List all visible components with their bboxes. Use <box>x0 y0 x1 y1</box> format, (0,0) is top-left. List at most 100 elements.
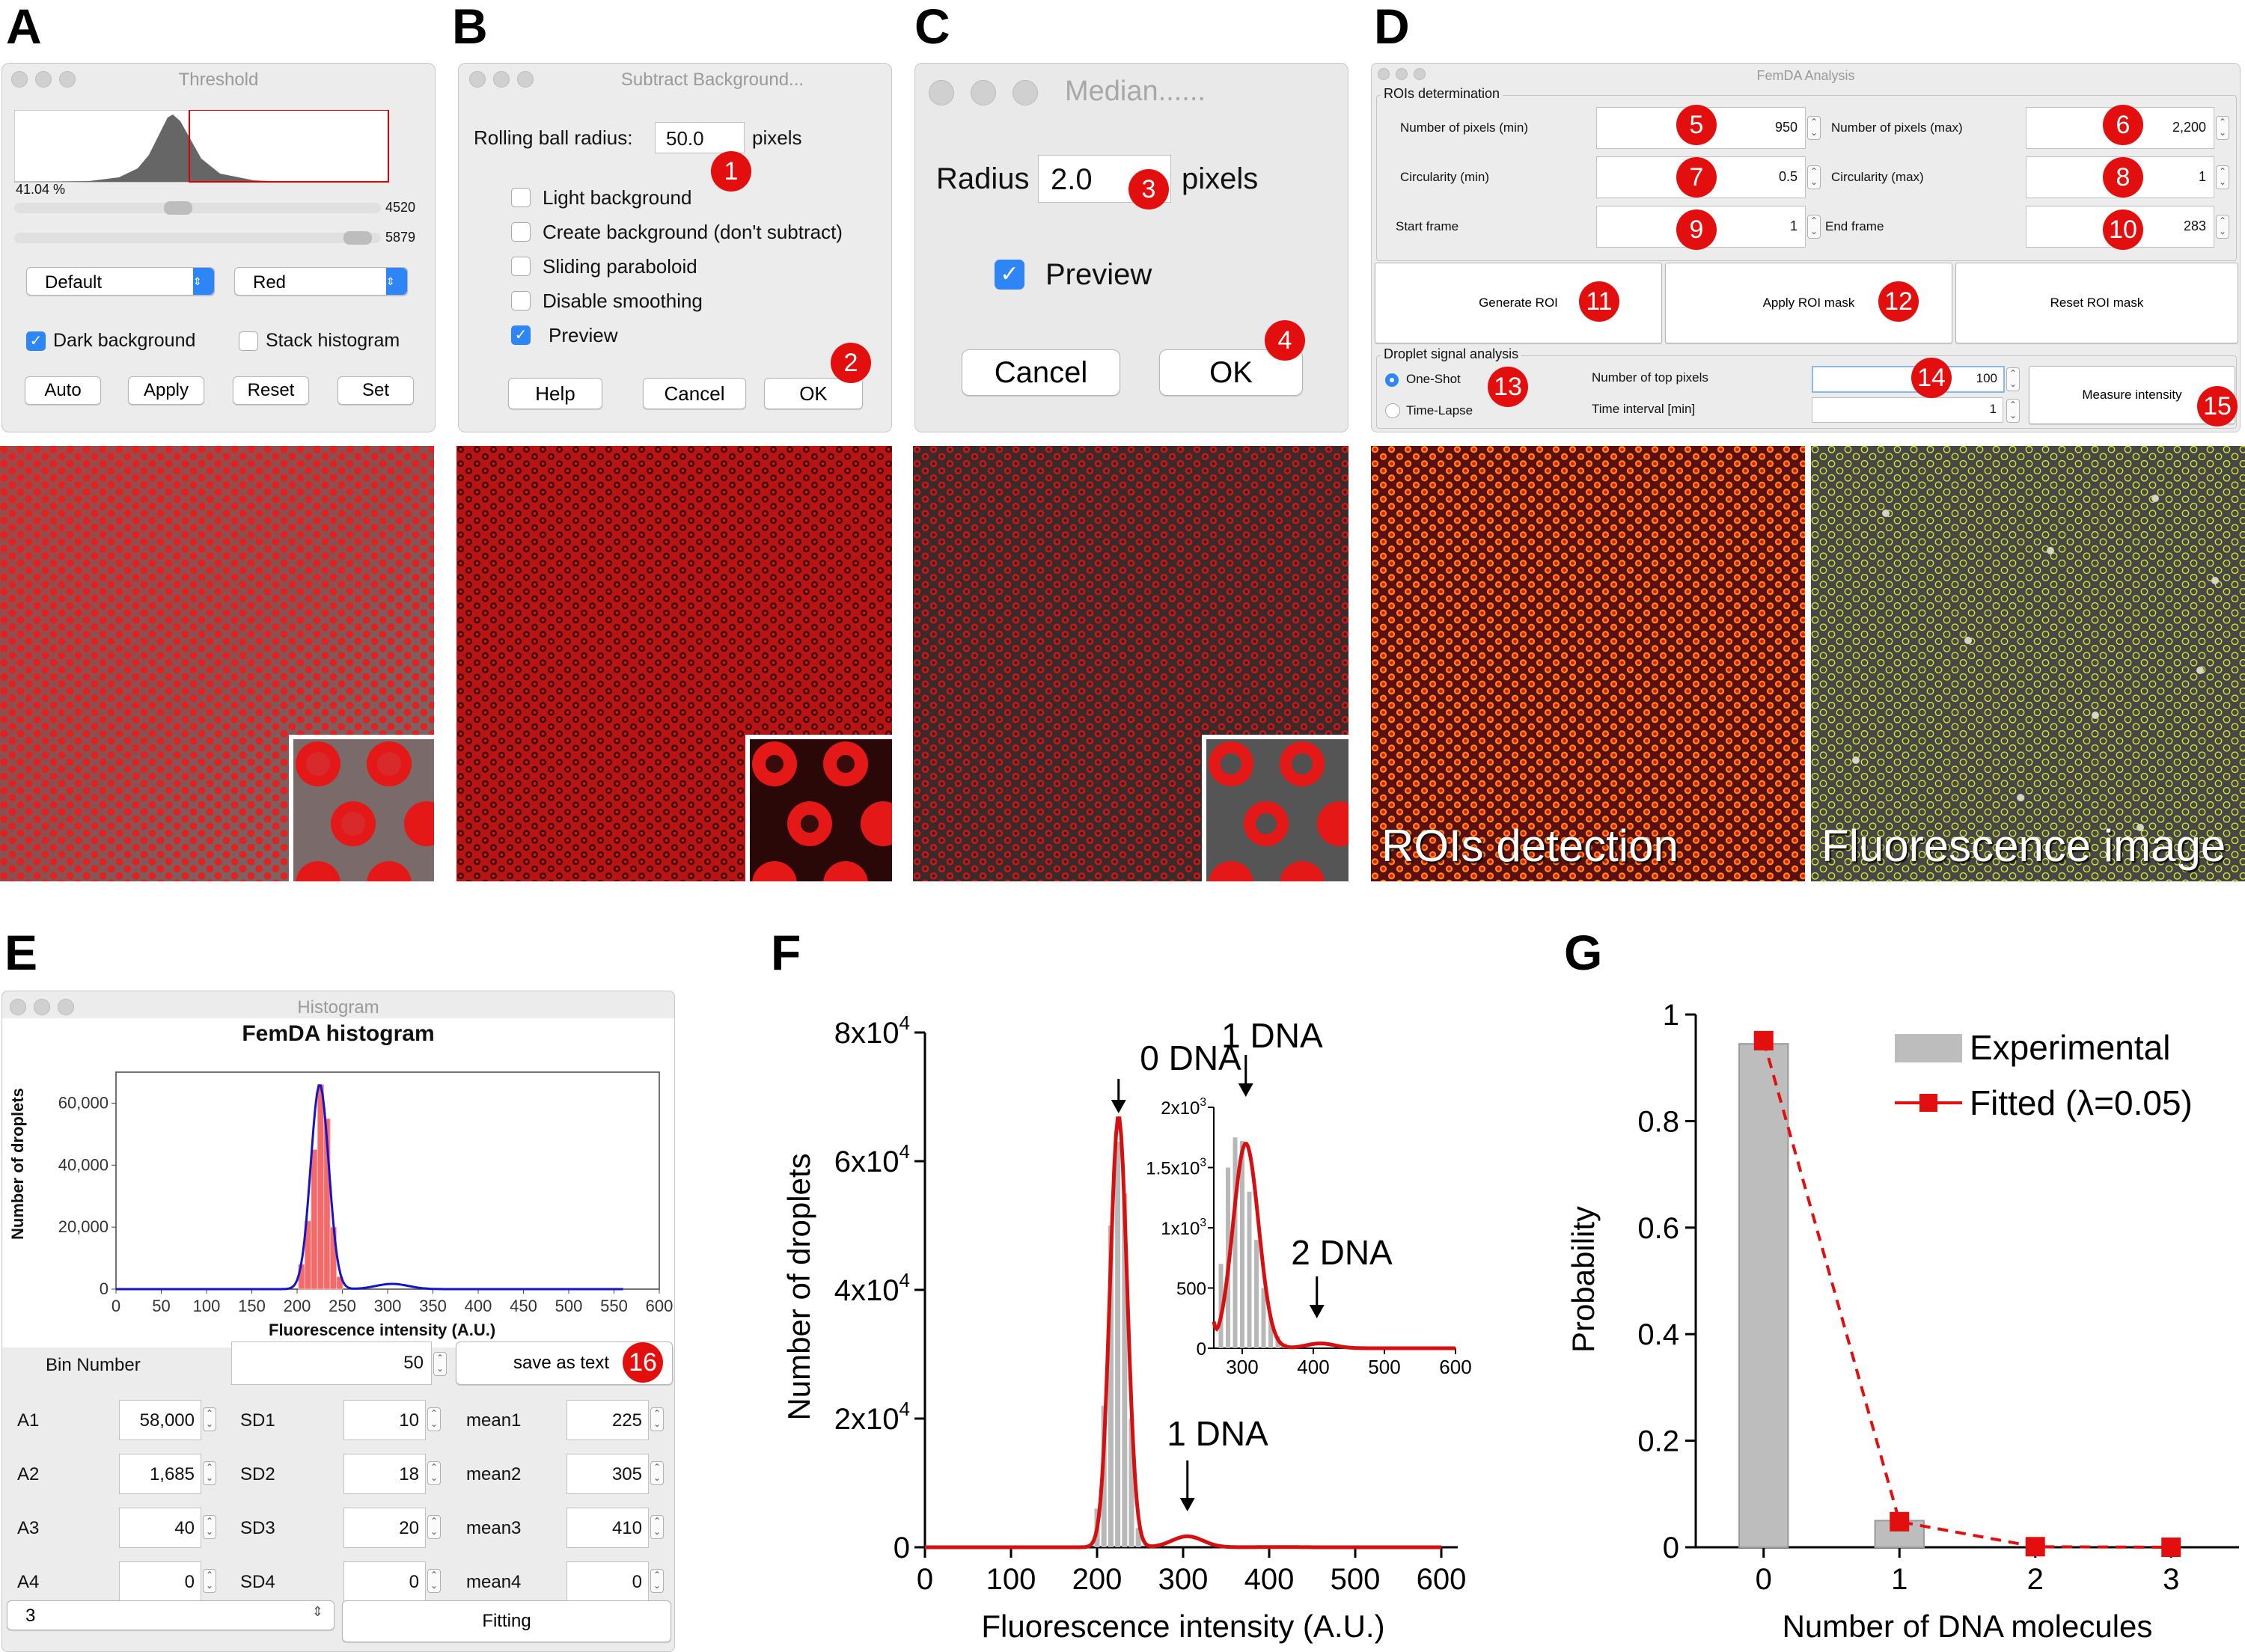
slider-thumb[interactable] <box>164 201 192 215</box>
radius-value: 50.0 <box>666 127 704 150</box>
sliding-paraboloid-checkbox[interactable] <box>511 257 531 276</box>
positive-droplets <box>1852 495 2219 854</box>
cancel-button[interactable]: Cancel <box>643 378 746 409</box>
minimize-icon[interactable] <box>493 71 510 88</box>
x-tick-label: 500 <box>1331 1563 1381 1596</box>
param-input[interactable]: 0 <box>343 1561 426 1602</box>
legend-label-fitted: Fitted (λ=0.05) <box>1970 1083 2193 1122</box>
min-slider[interactable] <box>14 201 381 215</box>
param-input[interactable]: 40 <box>119 1508 201 1548</box>
param-input[interactable]: 20 <box>343 1508 426 1548</box>
close-icon[interactable] <box>929 80 954 105</box>
stepper-icon[interactable]: ⌃ ⌄ <box>427 1407 441 1431</box>
inset-x-tick-label: 300 <box>1226 1356 1258 1378</box>
ok-button[interactable]: OK <box>764 378 863 409</box>
interval-input[interactable]: 1 <box>1812 397 2003 423</box>
stepper-icon[interactable]: ⌃ ⌄ <box>650 1461 664 1485</box>
fitting-button[interactable]: Fitting <box>342 1600 671 1642</box>
stepper-icon[interactable]: ⌃ ⌄ <box>2216 215 2229 239</box>
stepper-icon[interactable]: ⌃ ⌄ <box>427 1515 441 1539</box>
radius-input[interactable]: 50.0 <box>655 122 745 153</box>
one-shot-radio[interactable] <box>1385 373 1399 387</box>
zoom-icon[interactable] <box>58 999 74 1015</box>
help-button[interactable]: Help <box>508 378 602 409</box>
peak-count-select[interactable]: 3 ⇕ <box>7 1600 335 1630</box>
cancel-button[interactable]: Cancel <box>962 349 1120 396</box>
max-value: 5879 <box>385 230 416 245</box>
stepper-icon[interactable]: ⌃ ⌄ <box>203 1407 216 1431</box>
slider-thumb[interactable] <box>343 231 372 245</box>
zoom-icon[interactable] <box>1414 68 1426 80</box>
stepper-icon[interactable]: ⌃ ⌄ <box>2006 367 2020 391</box>
dark-background-checkbox[interactable]: ✓ <box>26 331 46 351</box>
y-tick-label: 0.2 <box>1637 1425 1679 1458</box>
stepper-icon[interactable]: ⌃ ⌄ <box>433 1352 447 1376</box>
inset-bar <box>1268 1318 1273 1348</box>
time-lapse-radio[interactable] <box>1385 403 1400 418</box>
y-tick-label: 0 <box>894 1532 910 1564</box>
set-button[interactable]: Set <box>337 376 414 405</box>
minimize-icon[interactable] <box>971 80 996 105</box>
param-input[interactable]: 1,685 <box>119 1454 201 1494</box>
stack-histogram-checkbox[interactable] <box>239 331 258 351</box>
preview-checkbox[interactable]: ✓ <box>995 260 1024 290</box>
stepper-icon[interactable]: ⌃ ⌄ <box>650 1407 664 1431</box>
close-icon[interactable] <box>469 71 486 88</box>
fluorescence-caption: Fluorescence image <box>1821 821 2226 871</box>
minimize-icon[interactable] <box>1396 68 1408 80</box>
zoom-icon[interactable] <box>59 71 76 88</box>
stepper-icon[interactable]: ⌃ ⌄ <box>2006 399 2020 423</box>
end-frame-value: 283 <box>2183 218 2206 233</box>
stepper-icon[interactable]: ⌃ ⌄ <box>650 1569 664 1593</box>
y-tick-label: 60,000 <box>58 1093 109 1112</box>
window-title: FemDA Analysis <box>1756 68 1855 83</box>
method-select[interactable]: Default ⇕ <box>26 267 215 296</box>
peak-count-value: 3 <box>25 1606 36 1626</box>
stepper-icon[interactable]: ⌃ ⌄ <box>650 1515 664 1539</box>
param-input[interactable]: 18 <box>343 1454 426 1494</box>
x-tick-label: 300 <box>374 1297 402 1315</box>
stepper-icon[interactable]: ⌃ ⌄ <box>427 1569 441 1593</box>
reset-button[interactable]: Reset <box>233 376 309 405</box>
radius-label: Radius <box>936 162 1030 195</box>
param-input[interactable]: 0 <box>119 1561 201 1602</box>
param-input[interactable]: 58,000 <box>119 1400 201 1440</box>
param-input[interactable]: 305 <box>566 1454 649 1494</box>
stepper-icon[interactable]: ⌃ ⌄ <box>2216 165 2229 189</box>
color-select[interactable]: Red ⇕ <box>234 267 408 296</box>
minimize-icon[interactable] <box>35 71 52 88</box>
param-input[interactable]: 10 <box>343 1400 426 1440</box>
disable-smoothing-checkbox[interactable] <box>511 291 531 310</box>
stepper-icon[interactable]: ⌃ ⌄ <box>203 1461 216 1485</box>
stepper-icon[interactable]: ⌃ ⌄ <box>2216 116 2229 140</box>
zoom-icon[interactable] <box>517 71 534 88</box>
create-background-checkbox[interactable] <box>511 222 531 242</box>
apply-button[interactable]: Apply <box>128 376 204 405</box>
param-input[interactable]: 225 <box>566 1400 649 1440</box>
stepper-icon[interactable]: ⌃ ⌄ <box>1807 215 1821 239</box>
close-icon[interactable] <box>11 71 28 88</box>
top-pixels-input[interactable]: 100 <box>1812 366 2005 393</box>
stepper-icon[interactable]: ⌃ ⌄ <box>203 1515 216 1539</box>
preview-checkbox[interactable]: ✓ <box>511 325 531 345</box>
stepper-icon[interactable]: ⌃ ⌄ <box>1807 165 1821 189</box>
stepper-icon[interactable]: ⌃ ⌄ <box>203 1569 216 1593</box>
x-tick-label: 300 <box>1158 1563 1209 1596</box>
light-background-checkbox[interactable] <box>511 188 531 207</box>
param-input[interactable]: 410 <box>566 1508 649 1548</box>
reset-roi-mask-button[interactable]: Reset ROI mask <box>1955 263 2238 343</box>
auto-button[interactable]: Auto <box>25 376 101 405</box>
minimize-icon[interactable] <box>34 999 50 1015</box>
histogram-bar <box>323 1118 331 1290</box>
x-tick-label: 100 <box>193 1297 221 1315</box>
close-icon[interactable] <box>1378 68 1390 80</box>
stepper-icon[interactable]: ⌃ ⌄ <box>1807 116 1821 140</box>
max-slider[interactable] <box>14 231 381 245</box>
zoom-icon[interactable] <box>1012 80 1038 105</box>
title-bar: Threshold <box>2 64 435 94</box>
stepper-icon[interactable]: ⌃ ⌄ <box>427 1461 441 1485</box>
bin-number-input[interactable]: 50 <box>231 1342 432 1385</box>
param-input[interactable]: 0 <box>566 1561 649 1602</box>
x-tick-label: 1 <box>1891 1563 1908 1596</box>
close-icon[interactable] <box>10 999 26 1015</box>
